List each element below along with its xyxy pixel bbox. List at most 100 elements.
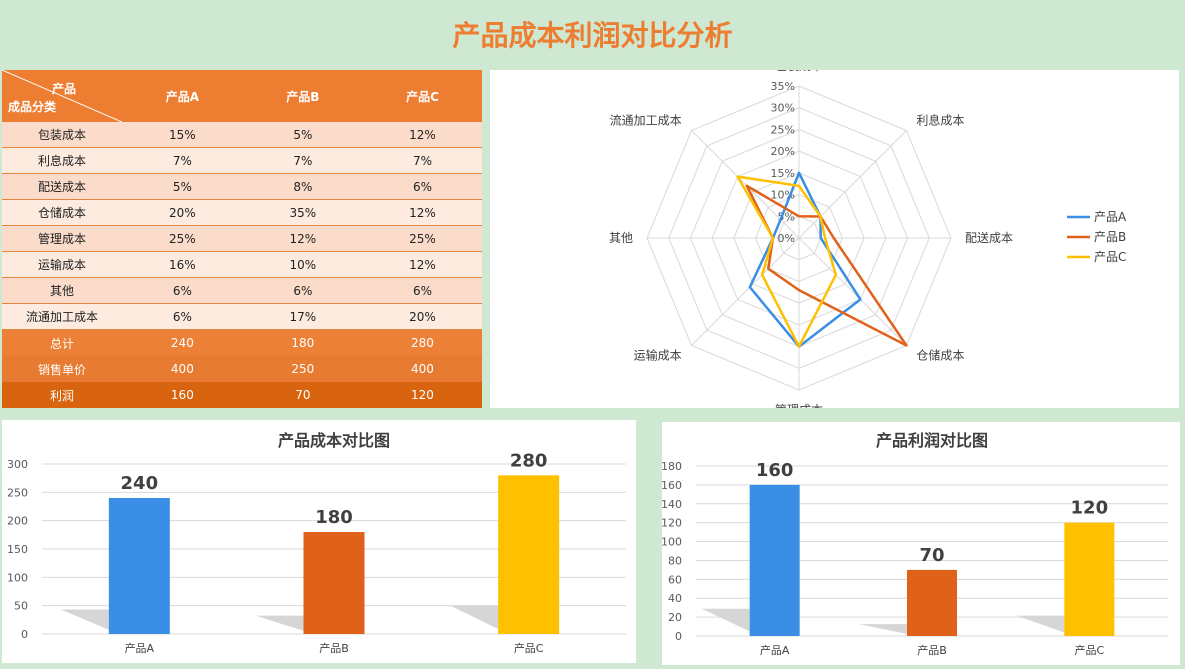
y-tick-label: 0 [21,628,28,641]
table-cell: 12% [362,251,482,278]
header-category-label: 成品分类 [8,100,57,114]
table-cell: 12% [362,122,482,148]
table-cell: 70 [242,382,363,408]
table-cell: 7% [122,147,243,174]
row-label: 仓储成本 [2,199,122,226]
radar-chart-panel: 0%5%10%15%20%25%30%35%包装成本利息成本配送成本仓储成本管理… [490,59,1179,417]
column-header: 产品A [165,89,200,104]
y-tick-label: 180 [662,460,682,473]
table-row: 其他 6% 6% 6% [2,277,482,304]
bar-shadow [60,609,119,634]
table-cell: 8% [242,173,363,200]
table-cell: 250 [242,356,363,382]
cost-bar-chart: 产品成本对比图 0 50 100 150 200 250 300 240 产品A 180 产品B 280… [7,431,626,655]
table-cell: 6% [122,303,243,330]
table-row: 流通加工成本 6% 17% 20% [2,303,482,330]
table-row: 管理成本 25% 12% 25% [2,225,482,252]
table-cell: 6% [242,277,363,304]
table-cell: 5% [122,173,243,200]
table-cell: 5% [242,122,363,148]
data-label: 280 [510,450,548,471]
row-label: 总计 [2,329,122,356]
x-tick-label: 产品C [1074,643,1104,657]
y-tick-label: 250 [7,486,28,499]
x-tick-label: 产品B [917,643,947,657]
table-cell: 160 [122,382,243,408]
summary-row: 销售单价 400 250 400 [2,356,482,382]
radar-axis-label: 管理成本 [775,402,823,408]
table-cell: 400 [362,356,482,382]
table-cell: 6% [362,173,482,200]
profit-bar-chart-panel: 产品利润对比图 0 20 40 60 80 100 120 140 160 180 160 产品A 70 产… [661,422,1180,665]
table-row: 利息成本 7% 7% 7% [2,147,482,174]
radar-axis-label: 其他 [609,231,633,245]
bar [907,569,957,636]
table-cell: 12% [362,199,482,226]
page-title: 产品成本利润对比分析 [452,19,733,52]
summary-row: 总计 240 180 280 [2,329,482,356]
radar-tick-label: 20% [771,145,795,158]
y-tick-label: 200 [7,515,28,528]
row-label: 利息成本 [2,147,122,174]
table-cell: 400 [122,356,243,382]
radar-chart: 0%5%10%15%20%25%30%35%包装成本利息成本配送成本仓储成本管理… [609,59,1127,417]
y-tick-label: 40 [668,592,682,605]
table-row: 包装成本 15% 5% 12% [2,122,482,148]
data-label: 180 [315,507,353,528]
table-cell: 12% [242,225,363,252]
y-tick-label: 160 [662,479,682,492]
radar-series-line [736,175,838,348]
x-tick-label: 产品C [514,641,544,655]
row-label: 包装成本 [2,122,122,148]
data-label: 70 [919,545,944,566]
radar-tick-label: 15% [771,167,795,180]
radar-axis-label: 仓储成本 [916,347,964,362]
bar [498,475,560,634]
row-label: 销售单价 [2,356,122,382]
radar-axis-label: 包装成本 [775,70,823,73]
bar-shadow [255,615,314,634]
legend-label: 产品B [1094,230,1126,244]
row-label: 配送成本 [2,173,122,200]
chart-title: 产品成本对比图 [278,431,390,450]
y-tick-label: 20 [668,611,682,624]
y-tick-label: 100 [7,571,28,584]
row-label: 运输成本 [2,251,122,278]
legend-label: 产品A [1094,210,1127,224]
table-row: 配送成本 5% 8% 6% [2,173,482,200]
table-cell: 120 [362,382,482,408]
chart-title: 产品利润对比图 [876,431,988,450]
bar [108,498,170,634]
radar-axis-label: 流通加工成本 [610,114,682,128]
table-cell: 20% [122,199,243,226]
table-cell: 7% [242,147,363,174]
table-cell: 6% [362,277,482,304]
y-tick-label: 50 [14,600,28,613]
y-tick-label: 140 [662,498,682,511]
table-cell: 280 [362,329,482,356]
data-label: 160 [756,460,794,481]
profit-bar-chart: 产品利润对比图 0 20 40 60 80 100 120 140 160 180 160 产品A 70 产… [661,431,1168,657]
x-tick-label: 产品A [125,641,155,655]
table-header-row: 产品 成品分类 产品A 产品B 产品C [2,70,482,122]
header-product-label: 产品 [51,82,76,96]
table-cell: 35% [242,199,363,226]
x-tick-label: 产品A [760,643,790,657]
row-label: 管理成本 [2,225,122,252]
table-cell: 6% [122,277,243,304]
bar [1064,522,1115,636]
row-label: 流通加工成本 [2,303,122,330]
cost-bar-chart-panel: 产品成本对比图 0 50 100 150 200 250 300 240 产品A 180 产品B 280… [2,420,636,663]
radar-tick-label: 35% [771,80,795,93]
data-label: 120 [1071,498,1109,519]
profit-row: 利润 160 70 120 [2,382,482,408]
column-header: 产品B [286,89,320,104]
radar-tick-label: 0% [778,232,795,245]
radar-tick-label: 25% [771,123,795,136]
y-tick-label: 300 [7,458,28,471]
table-cell: 10% [242,251,363,278]
radar-spoke [691,237,800,346]
table-cell: 240 [122,329,243,356]
table-cell: 7% [362,147,482,174]
table-cell: 180 [242,329,363,356]
